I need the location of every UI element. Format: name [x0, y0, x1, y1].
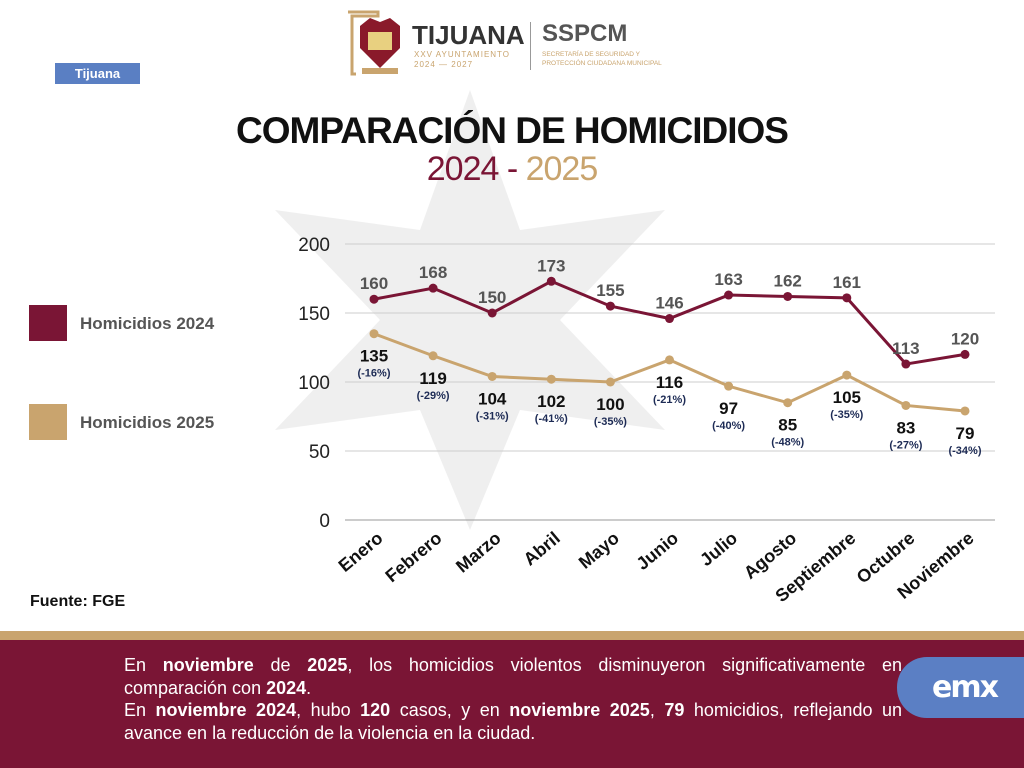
data-point — [783, 291, 793, 301]
legend-item-2025: Homicidios 2025 — [29, 404, 214, 440]
x-tick-label: Junio — [632, 528, 682, 574]
legend-label: Homicidios 2024 — [80, 314, 215, 333]
data-label: 85 — [778, 416, 797, 435]
divider — [530, 22, 531, 70]
data-label: 83 — [896, 418, 915, 437]
data-point — [842, 370, 852, 380]
change-label: (-48%) — [771, 437, 804, 449]
legend-item-2024: Homicidios 2024 — [29, 305, 214, 341]
ayuntamiento: XXV AYUNTAMIENTO — [414, 50, 511, 59]
data-label: 168 — [419, 263, 447, 282]
data-point — [605, 377, 615, 387]
data-label: 104 — [478, 389, 507, 408]
data-point — [487, 371, 497, 381]
chart-subtitle: 2024 - 2025 — [426, 150, 598, 188]
footer-band — [0, 631, 1024, 640]
change-label: (-21%) — [653, 394, 686, 406]
y-tick-label: 150 — [298, 304, 330, 325]
data-label: 163 — [714, 270, 742, 289]
y-tick-label: 0 — [319, 511, 330, 532]
data-point — [724, 381, 734, 391]
data-point — [428, 351, 438, 361]
data-label: 135 — [360, 347, 388, 366]
data-point — [546, 276, 556, 286]
coat-of-arms-icon — [348, 10, 400, 76]
police-badge-watermark — [275, 90, 665, 530]
footer-paragraph-1: En noviembre de 2025, los homicidios vio… — [124, 655, 902, 698]
region-tag: Tijuana — [55, 63, 140, 84]
data-label: 116 — [656, 373, 683, 392]
legend-label: Homicidios 2025 — [80, 413, 215, 432]
footer-text: En noviembre de 2025, los homicidios vio… — [124, 654, 902, 744]
x-tick-label: Febrero — [381, 528, 445, 586]
y-tick-label: 50 — [309, 442, 330, 463]
y-tick-label: 200 — [298, 235, 330, 256]
data-point — [783, 398, 793, 408]
data-label: 102 — [537, 392, 565, 411]
data-point — [960, 406, 970, 416]
data-label: 161 — [833, 273, 861, 292]
change-label: (-34%) — [948, 445, 981, 457]
data-point — [665, 355, 674, 365]
x-tick-label: Julio — [696, 528, 741, 570]
data-label: 79 — [956, 424, 975, 443]
data-point — [546, 374, 556, 384]
change-label: (-35%) — [594, 416, 627, 428]
emx-badge: emx — [897, 657, 1024, 718]
change-label: (-27%) — [889, 439, 922, 451]
header-logo: TIJUANA XXV AYUNTAMIENTO 2024 — 2027 SSP… — [340, 8, 690, 78]
data-label: 119 — [419, 369, 446, 388]
footer-paragraph-2: En noviembre 2024, hubo 120 casos, y en … — [124, 700, 902, 743]
data-point — [960, 349, 970, 359]
x-tick-label: Abril — [520, 528, 564, 570]
change-label: (-16%) — [357, 368, 390, 380]
data-label: 100 — [596, 395, 624, 414]
x-tick-label: Mayo — [575, 528, 623, 573]
change-label: (-41%) — [535, 413, 568, 425]
data-label: 113 — [892, 339, 919, 358]
agency-name: SSPCM — [542, 20, 628, 47]
y-tick-label: 100 — [298, 373, 330, 394]
footer-panel — [0, 640, 1024, 768]
change-label: (-35%) — [830, 409, 863, 421]
data-label: 105 — [833, 388, 861, 407]
data-label: 155 — [596, 281, 624, 300]
data-point — [369, 294, 379, 304]
data-label: 162 — [774, 271, 802, 290]
change-label: (-29%) — [417, 390, 450, 402]
data-label: 97 — [719, 399, 738, 418]
x-tick-label: Marzo — [452, 528, 505, 577]
agency-full: SECRETARÍA DE SEGURIDAD Y PROTECCIÓN CIUD… — [542, 51, 662, 67]
data-label: 150 — [478, 288, 506, 307]
chart-title: COMPARACIÓN DE HOMICIDIOS — [236, 110, 789, 151]
data-point — [665, 314, 674, 324]
change-label: (-40%) — [712, 420, 745, 432]
city-name: TIJUANA — [412, 20, 525, 50]
data-label: 173 — [537, 256, 565, 275]
data-point — [487, 308, 497, 318]
legend-swatch — [29, 404, 67, 440]
data-point — [842, 293, 852, 303]
data-point — [901, 359, 911, 369]
period: 2024 — 2027 — [414, 60, 474, 69]
data-point — [605, 301, 615, 311]
source-note: Fuente: FGE — [30, 593, 126, 610]
change-label: (-31%) — [476, 410, 509, 422]
data-label: 146 — [655, 294, 683, 313]
x-tick-label: Enero — [335, 528, 387, 576]
data-point — [901, 400, 911, 410]
data-label: 120 — [951, 329, 979, 348]
data-point — [369, 329, 379, 339]
legend-swatch — [29, 305, 67, 341]
data-point — [724, 290, 734, 300]
data-label: 160 — [360, 274, 388, 293]
data-point — [428, 283, 438, 293]
